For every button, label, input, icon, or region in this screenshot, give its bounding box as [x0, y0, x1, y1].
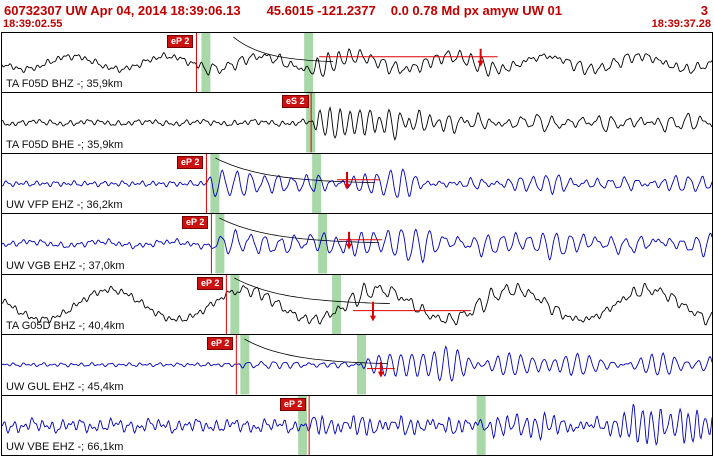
event-magnitude-info: 0.0 0.78 Md px amyw UW 01	[390, 2, 562, 18]
coda-decay-curve	[234, 277, 390, 304]
pick-flag[interactable]: eP 2	[197, 276, 224, 290]
trace-row[interactable]: eP 2 UW VFP EHZ -; 36,2km	[2, 153, 712, 215]
trace-row[interactable]: eP 2 UW VBE EHZ -; 66,1km	[2, 395, 712, 455]
seismogram-trace	[2, 168, 712, 198]
trace-row[interactable]: eP 2 UW VGB EHZ -; 37,0km	[2, 214, 712, 275]
amplitude-arrowhead	[346, 243, 353, 250]
time-window-bar: 18:39:02.55 18:39:37.28	[3, 18, 711, 31]
trace-label: TA G05D BHZ -; 40,4km	[6, 320, 125, 333]
arrival-window-band	[332, 274, 342, 335]
trace-label: TA F05D BHE -; 35,9km	[6, 138, 124, 151]
arrival-window-band	[312, 153, 322, 214]
arrival-window-band	[476, 395, 486, 455]
trace-label: UW VFP EHZ -; 36,2km	[6, 199, 123, 212]
trace-row[interactable]: eP 2 UW GUL EHZ -; 45,4km	[2, 335, 712, 396]
waveform-plot[interactable]	[2, 93, 712, 153]
coda-decay-curve	[233, 36, 334, 63]
arrival-window-band	[318, 214, 328, 274]
arrival-window-band	[215, 214, 225, 274]
pick-flag[interactable]: eP 2	[177, 155, 204, 169]
seismogram-trace	[2, 403, 712, 446]
trace-label: UW VGB EHZ -; 37,0km	[6, 259, 125, 272]
trace-panel: eP 2 TA F05D BHZ -; 35,9km eS 2 TA F05D …	[1, 32, 713, 456]
event-location: 45.6015 -121.2377	[266, 2, 376, 18]
amplitude-arrowhead	[369, 315, 376, 322]
waveform-plot[interactable]	[2, 395, 712, 455]
arrival-window-band	[210, 153, 220, 214]
coda-decay-curve	[244, 338, 388, 365]
trace-row[interactable]: eS 2 TA F05D BHE -; 35,9km	[2, 93, 712, 154]
trace-row[interactable]: eP 2 TA G05D BHZ -; 40,4km	[2, 274, 712, 336]
pick-flag[interactable]: eP 2	[207, 337, 234, 351]
pick-flag[interactable]: eP 2	[182, 216, 209, 230]
arrival-window-band	[230, 274, 240, 335]
event-id-origin-time: 60732307 UW Apr 04, 2014 18:39:06.13	[4, 2, 241, 18]
amplitude-arrowhead	[377, 371, 384, 378]
seismogram-trace	[2, 48, 712, 77]
trace-label: TA F05D BHZ -; 35,9km	[6, 78, 123, 91]
seismogram-trace	[2, 281, 712, 326]
pick-flag[interactable]: eS 2	[282, 95, 309, 109]
seismogram-trace	[2, 106, 712, 142]
pick-flag[interactable]: eP 2	[280, 397, 307, 411]
trace-label: UW VBE EHZ -; 66,1km	[6, 440, 124, 453]
window-start-time: 18:39:02.55	[3, 18, 63, 30]
waveform-plot[interactable]	[2, 335, 712, 395]
arrival-window-band	[201, 33, 211, 93]
coda-decay-curve	[219, 217, 379, 244]
trace-label: UW GUL EHZ -; 45,4km	[6, 380, 124, 393]
waveform-plot[interactable]	[2, 274, 712, 335]
window-end-time: 18:39:37.28	[651, 18, 711, 30]
waveform-plot[interactable]	[2, 153, 712, 214]
event-flag-count: 3	[700, 2, 708, 18]
seismogram-trace	[2, 345, 712, 383]
trace-row[interactable]: eP 2 TA F05D BHZ -; 35,9km	[2, 33, 712, 94]
waveform-plot[interactable]	[2, 214, 712, 274]
coda-decay-curve	[215, 157, 375, 183]
event-header: 60732307 UW Apr 04, 2014 18:39:06.13 45.…	[0, 0, 714, 18]
pick-flag[interactable]: eP 2	[167, 35, 194, 48]
waveform-plot[interactable]	[2, 33, 712, 93]
amplitude-arrowhead	[477, 60, 484, 67]
amplitude-arrowhead	[344, 183, 351, 190]
arrival-window-band	[304, 33, 314, 93]
seismogram-trace	[2, 228, 712, 264]
